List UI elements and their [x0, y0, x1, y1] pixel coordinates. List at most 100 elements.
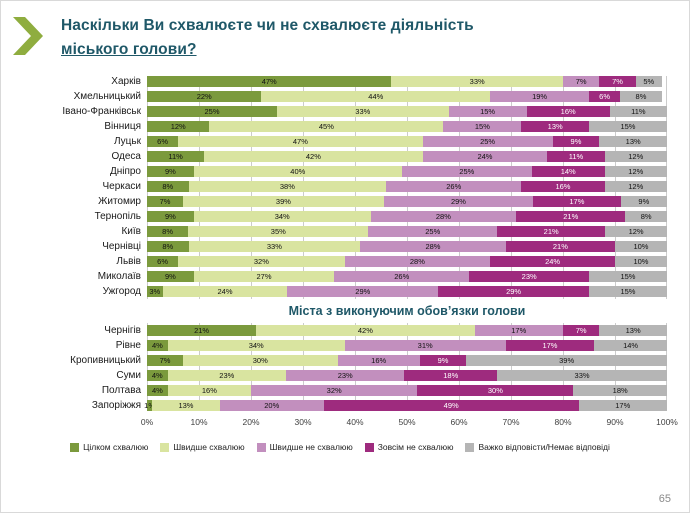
bar-segment: 9%: [147, 271, 194, 283]
bar-segment: 8%: [147, 241, 189, 253]
bar-segment: 17%: [578, 400, 667, 412]
bar-segment: 15%: [588, 271, 667, 283]
chart-row: Харків 47% 33% 7% 7% 5%: [13, 74, 667, 89]
bar-segment: 17%: [474, 325, 563, 337]
chart-row: Чернівці 8% 33% 28% 21% 10%: [13, 239, 667, 254]
bar-segment: 9%: [147, 166, 194, 178]
chart-row: Одеса 11% 42% 24% 11% 12%: [13, 149, 667, 164]
row-label: Івано-Франківськ: [62, 106, 141, 118]
bar-segment: 11%: [547, 151, 605, 163]
bar-segment: 26%: [386, 181, 522, 193]
chart-row: Миколаїв 9% 27% 26% 23% 15%: [13, 269, 667, 284]
bar-segment: 25%: [401, 166, 532, 178]
stacked-bar: 9% 34% 28% 21% 8%: [147, 211, 667, 223]
chart-row: Суми 4% 23% 23% 18% 33%: [13, 368, 668, 383]
stacked-bar: 11% 42% 24% 11% 12%: [147, 151, 667, 163]
bar-segment: 21%: [516, 211, 626, 223]
row-label: Миколаїв: [97, 271, 141, 283]
bar-segment: 15%: [588, 121, 667, 133]
chart-row: Вінниця 12% 45% 15% 13% 15%: [13, 119, 667, 134]
legend-swatch: [256, 442, 266, 452]
bar-segment: 25%: [422, 136, 553, 148]
header: Наскільки Ви схвалюєте чи не схвалюєте д…: [1, 1, 689, 62]
group-subtitle: Міста з виконуючим обов’язки голови: [147, 299, 667, 324]
bar-segment: 7%: [562, 325, 600, 337]
row-label: Запоріжжя: [91, 400, 141, 412]
bar-segment: 21%: [147, 325, 257, 337]
stacked-bar: 8% 35% 25% 21% 12%: [147, 226, 667, 238]
bar-segment: 12%: [604, 166, 667, 178]
bar-segment: 24%: [162, 286, 288, 298]
stacked-bar: 7% 39% 29% 17% 9%: [147, 196, 667, 208]
legend-item: Швидше не схвалюю: [256, 442, 353, 453]
legend-swatch: [160, 442, 170, 452]
bar-segment: 12%: [605, 226, 667, 238]
chart-row: Хмельницький 22% 44% 19% 6% 8%: [13, 89, 667, 104]
bar-segment: 21%: [505, 241, 615, 253]
bar-segment: 29%: [438, 286, 589, 298]
bar-segment: 28%: [370, 211, 517, 223]
stacked-bar: 8% 33% 28% 21% 10%: [147, 241, 667, 253]
bar-segment: 42%: [256, 325, 475, 337]
bar-segment: 45%: [209, 121, 444, 133]
bar-segment: 33%: [188, 241, 361, 253]
bar-segment: 15%: [443, 121, 522, 133]
title-line2: міського голови?: [61, 41, 197, 59]
stacked-bar: 3% 24% 29% 29% 15%: [147, 286, 667, 298]
row-label: Суми: [116, 370, 141, 382]
bar-segment: 24%: [422, 151, 548, 163]
stacked-bar: 9% 40% 25% 14% 12%: [147, 166, 667, 178]
axis-tick-label: 70%: [502, 417, 520, 428]
bar-segment: 16%: [521, 181, 605, 193]
legend-swatch: [364, 442, 374, 452]
bar-segment: 10%: [614, 241, 667, 253]
bar-segment: 6%: [588, 91, 621, 103]
bar-segment: 17%: [505, 340, 595, 352]
chart-row: Житомир 7% 39% 29% 17% 9%: [13, 194, 667, 209]
bar-segment: 28%: [360, 241, 506, 253]
bar-segment: 7%: [147, 355, 184, 367]
chart-row: Ужгород 3% 24% 29% 29% 15%: [13, 284, 667, 299]
row-label: Полтава: [101, 385, 141, 397]
row-label: Рівне: [115, 340, 141, 352]
row-label: Луцьк: [114, 136, 141, 148]
bar-segment: 9%: [620, 196, 667, 208]
bar-segment: 35%: [188, 226, 369, 238]
bar-segment: 19%: [490, 91, 589, 103]
bar-segment: 16%: [167, 385, 251, 397]
axis-tick-label: 50%: [398, 417, 416, 428]
bar-segment: 15%: [448, 106, 527, 118]
bar-segment: 34%: [193, 211, 371, 223]
bar-segment: 14%: [531, 166, 605, 178]
legend-swatch: [70, 442, 80, 452]
chart-row: Черкаси 8% 38% 26% 16% 12%: [13, 179, 667, 194]
chart-row: Львів 6% 32% 28% 24% 10%: [13, 254, 667, 269]
bar-segment: 13%: [152, 400, 220, 412]
row-label: Черкаси: [102, 181, 141, 193]
bar-segment: 12%: [604, 151, 667, 163]
chart-row: Запоріжжя 1% 13% 20% 49% 17%: [13, 398, 667, 413]
bar-segment: 6%: [147, 256, 179, 268]
axis-tick-label: 90%: [606, 417, 624, 428]
row-label: Кропивницький: [70, 355, 141, 367]
stacked-bar: 47% 33% 7% 7% 5%: [147, 76, 667, 88]
legend-item: Швидше схвалюю: [160, 442, 245, 452]
row-label: Тернопіль: [94, 211, 141, 223]
stacked-bar: 6% 32% 28% 24% 10%: [147, 256, 667, 268]
bar-segment: 9%: [552, 136, 600, 148]
chart-row: Київ 8% 35% 25% 21% 12%: [13, 224, 667, 239]
row-label: Дніпро: [109, 166, 141, 178]
legend-label: Швидше не схвалюю: [269, 442, 353, 453]
axis-tick-label: 100%: [656, 417, 678, 428]
bar-segment: 44%: [261, 91, 491, 103]
bar-segment: 25%: [147, 106, 277, 118]
chart-row: Чернігів 21% 42% 17% 7% 13%: [13, 323, 667, 338]
axis-tick-label: 10%: [190, 417, 208, 428]
row-label: Вінниця: [104, 121, 141, 133]
legend-label: Важко відповісти/Немає відповіді: [478, 442, 610, 453]
page-title: Наскільки Ви схвалюєте чи не схвалюєте д…: [61, 14, 474, 62]
bar-segment: 9%: [147, 211, 194, 223]
bar-segment: 20%: [219, 400, 324, 412]
bar-segment: 21%: [497, 226, 606, 238]
stacked-bar: 4% 34% 31% 17% 14%: [147, 340, 667, 352]
